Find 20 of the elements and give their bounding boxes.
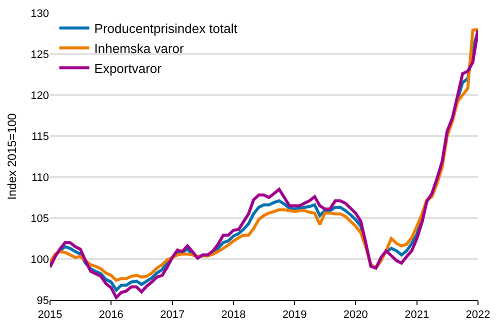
- y-tick-label: 100: [30, 254, 49, 266]
- y-tick-label: 130: [30, 8, 49, 20]
- x-tick-label: 2018: [221, 309, 246, 322]
- x-tick-label: 2015: [38, 309, 62, 322]
- y-tick-label: 120: [30, 90, 49, 102]
- x-tick-label: 2016: [98, 309, 124, 322]
- legend-label: Producentprisindex totalt: [94, 21, 238, 36]
- y-tick-label: 95: [36, 294, 49, 307]
- y-axis-title: Index 2015=100: [5, 112, 19, 200]
- x-tick-label: 2022: [466, 309, 490, 322]
- legend-label: Inhemska varor: [94, 40, 185, 56]
- y-tick-label: 110: [31, 172, 49, 184]
- y-tick-label: 105: [30, 212, 49, 225]
- x-tick-label: 2021: [404, 309, 430, 322]
- y-tick-label: 115: [31, 130, 49, 143]
- x-tick-label: 2017: [160, 309, 185, 322]
- y-tick-label: 125: [30, 48, 49, 61]
- x-tick-label: 2019: [282, 309, 307, 322]
- x-tick-label: 2020: [343, 309, 368, 322]
- legend-label: Exportvaror: [94, 60, 162, 76]
